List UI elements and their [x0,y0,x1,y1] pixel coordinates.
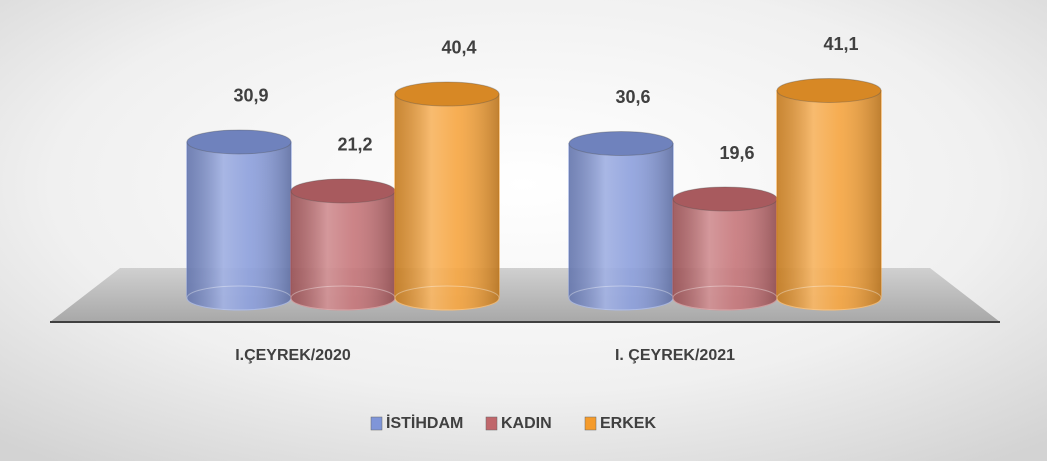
bar-top-shade [569,131,673,156]
legend-label: İSTİHDAM [386,414,463,432]
bar-shade [291,190,395,310]
legend-label: KADIN [501,415,552,432]
data-label: 40,4 [441,38,476,58]
bar-shade [673,199,777,310]
legend: İSTİHDAM KADIN ERKEK [370,414,656,432]
data-label: 30,6 [615,87,650,107]
bar-shade [395,93,499,310]
bar-top [186,129,292,155]
legend-swatch [584,416,597,431]
data-label: 21,2 [337,135,372,155]
bar-top [568,130,674,156]
bar-top [776,77,882,103]
x-tick-label: I.ÇEYREK/2020 [235,347,351,364]
data-label: 41,1 [823,34,858,54]
bar-top [394,81,500,107]
bar-base-rim [394,285,500,311]
bar-top-shade [291,178,395,203]
bar-top-shade [777,78,881,103]
x-tick-label: I. ÇEYREK/2021 [615,347,735,364]
data-label: 19,6 [719,143,754,163]
bar-top-shade [395,81,499,106]
bar-top-shade [673,187,777,212]
data-label: 30,9 [233,86,268,106]
bar-shade [187,141,291,310]
legend-label: ERKEK [600,415,656,432]
bar-top-shade [187,129,291,154]
bar-shade [569,143,673,310]
legend-swatch [485,416,498,431]
legend-swatch [370,416,383,431]
bar-base-rim [776,285,882,311]
bar-shade [777,90,881,310]
